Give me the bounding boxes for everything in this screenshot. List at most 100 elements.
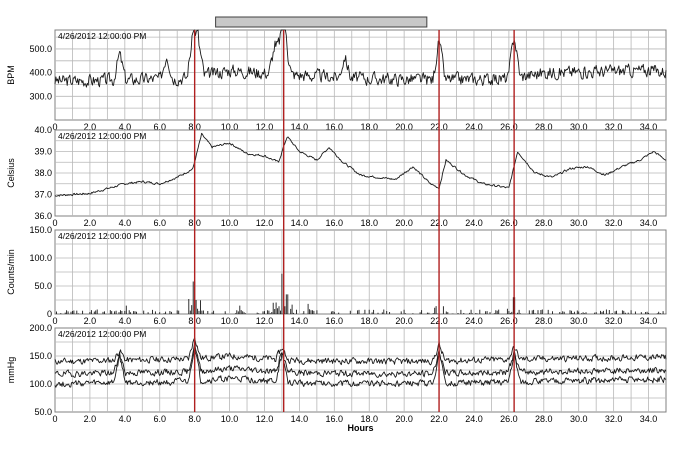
x-tick-label: 12.0	[256, 122, 274, 132]
x-tick-label: 24.0	[465, 122, 483, 132]
y-tick-label: 37.0	[34, 190, 52, 200]
x-tick-label: 4.0	[119, 316, 132, 326]
x-tick-label: 34.0	[640, 218, 658, 228]
y-tick-label: 38.0	[34, 168, 52, 178]
x-tick-label: 10.0	[221, 414, 239, 424]
x-tick-label: 12.0	[256, 316, 274, 326]
x-tick-label: 6.0	[153, 316, 166, 326]
x-tick-label: 6.0	[153, 218, 166, 228]
x-tick-label: 32.0	[605, 218, 623, 228]
timestamp-label: 4/26/2012 12:00:00 PM	[58, 231, 146, 241]
y-tick-label: 300.0	[29, 91, 52, 101]
x-tick-label: 6.0	[153, 122, 166, 132]
x-tick-label: 16.0	[326, 122, 344, 132]
x-tick-label: 32.0	[605, 316, 623, 326]
x-tick-label: 18.0	[360, 122, 378, 132]
y-tick-label: 400.0	[29, 68, 52, 78]
y-tick-label: 500.0	[29, 44, 52, 54]
y-tick-label: 39.0	[34, 147, 52, 157]
x-tick-label: 34.0	[640, 414, 658, 424]
x-tick-label: 26.0	[500, 316, 518, 326]
y-axis-title: Celsius	[6, 158, 16, 188]
x-tick-label: 2.0	[84, 414, 97, 424]
x-tick-label: 12.0	[256, 218, 274, 228]
x-tick-label: 0	[52, 218, 57, 228]
x-tick-label: 4.0	[119, 122, 132, 132]
x-tick-label: 20.0	[395, 414, 413, 424]
x-tick-label: 28.0	[535, 218, 553, 228]
y-tick-label: 150.0	[29, 351, 52, 361]
x-axis-title: Hours	[347, 423, 373, 433]
x-tick-label: 24.0	[465, 218, 483, 228]
x-tick-label: 28.0	[535, 414, 553, 424]
y-axis-title: BPM	[6, 65, 16, 85]
x-tick-label: 30.0	[570, 218, 588, 228]
x-tick-label: 26.0	[500, 414, 518, 424]
x-tick-label: 20.0	[395, 122, 413, 132]
x-tick-label: 16.0	[326, 414, 344, 424]
x-tick-label: 14.0	[291, 414, 309, 424]
y-tick-label: 50.0	[34, 281, 52, 291]
y-tick-label: 40.0	[34, 125, 52, 135]
x-tick-label: 18.0	[360, 218, 378, 228]
y-axis-title: mmHg	[6, 357, 16, 384]
x-tick-label: 20.0	[395, 218, 413, 228]
x-tick-label: 26.0	[500, 122, 518, 132]
x-tick-label: 2.0	[84, 122, 97, 132]
blood-pressure-trace-3	[54, 345, 667, 388]
x-tick-label: 4.0	[119, 218, 132, 228]
y-tick-label: 100.0	[29, 253, 52, 263]
y-tick-label: 50.0	[34, 407, 52, 417]
x-tick-label: 18.0	[360, 414, 378, 424]
y-tick-label: 36.0	[34, 211, 52, 221]
x-tick-label: 2.0	[84, 218, 97, 228]
x-tick-label: 16.0	[326, 218, 344, 228]
timestamp-label: 4/26/2012 12:00:00 PM	[58, 31, 146, 41]
x-tick-label: 14.0	[291, 218, 309, 228]
x-tick-label: 24.0	[465, 316, 483, 326]
x-tick-label: 30.0	[570, 122, 588, 132]
heart-rate-trace-1	[54, 29, 667, 88]
y-tick-label: 150.0	[29, 225, 52, 235]
y-tick-label: 0	[47, 309, 52, 319]
x-tick-label: 34.0	[640, 316, 658, 326]
timestamp-label: 4/26/2012 12:00:00 PM	[58, 329, 146, 339]
x-tick-label: 26.0	[500, 218, 518, 228]
x-tick-label: 24.0	[465, 414, 483, 424]
x-tick-label: 32.0	[605, 122, 623, 132]
x-tick-label: 16.0	[326, 316, 344, 326]
x-tick-label: 18.0	[360, 316, 378, 326]
x-tick-label: 14.0	[291, 316, 309, 326]
x-tick-label: 0	[52, 414, 57, 424]
x-tick-label: 2.0	[84, 316, 97, 326]
x-tick-label: 4.0	[119, 414, 132, 424]
y-tick-label: 200.0	[29, 323, 52, 333]
blood-pressure-trace-1	[54, 337, 667, 366]
x-tick-label: 12.0	[256, 414, 274, 424]
blood-pressure-trace-2	[54, 340, 667, 378]
x-tick-label: 34.0	[640, 122, 658, 132]
light-period-bar	[215, 16, 428, 28]
x-tick-label: 20.0	[395, 316, 413, 326]
x-tick-label: 6.0	[153, 414, 166, 424]
x-tick-label: 28.0	[535, 316, 553, 326]
x-tick-label: 30.0	[570, 316, 588, 326]
activity-bars	[56, 273, 667, 314]
timestamp-label: 4/26/2012 12:00:00 PM	[58, 131, 146, 141]
x-tick-label: 0	[52, 122, 57, 132]
x-tick-label: 10.0	[221, 218, 239, 228]
x-tick-label: 10.0	[221, 122, 239, 132]
x-tick-label: 22.0	[430, 414, 448, 424]
x-tick-label: 32.0	[605, 414, 623, 424]
x-tick-label: 8.0	[188, 414, 201, 424]
x-tick-label: 10.0	[221, 316, 239, 326]
x-tick-label: 14.0	[291, 122, 309, 132]
x-tick-label: 0	[52, 316, 57, 326]
temperature-trace-1	[54, 132, 667, 197]
y-tick-label: 100.0	[29, 379, 52, 389]
y-axis-title: Counts/min	[6, 249, 16, 295]
x-tick-label: 30.0	[570, 414, 588, 424]
x-tick-label: 28.0	[535, 122, 553, 132]
